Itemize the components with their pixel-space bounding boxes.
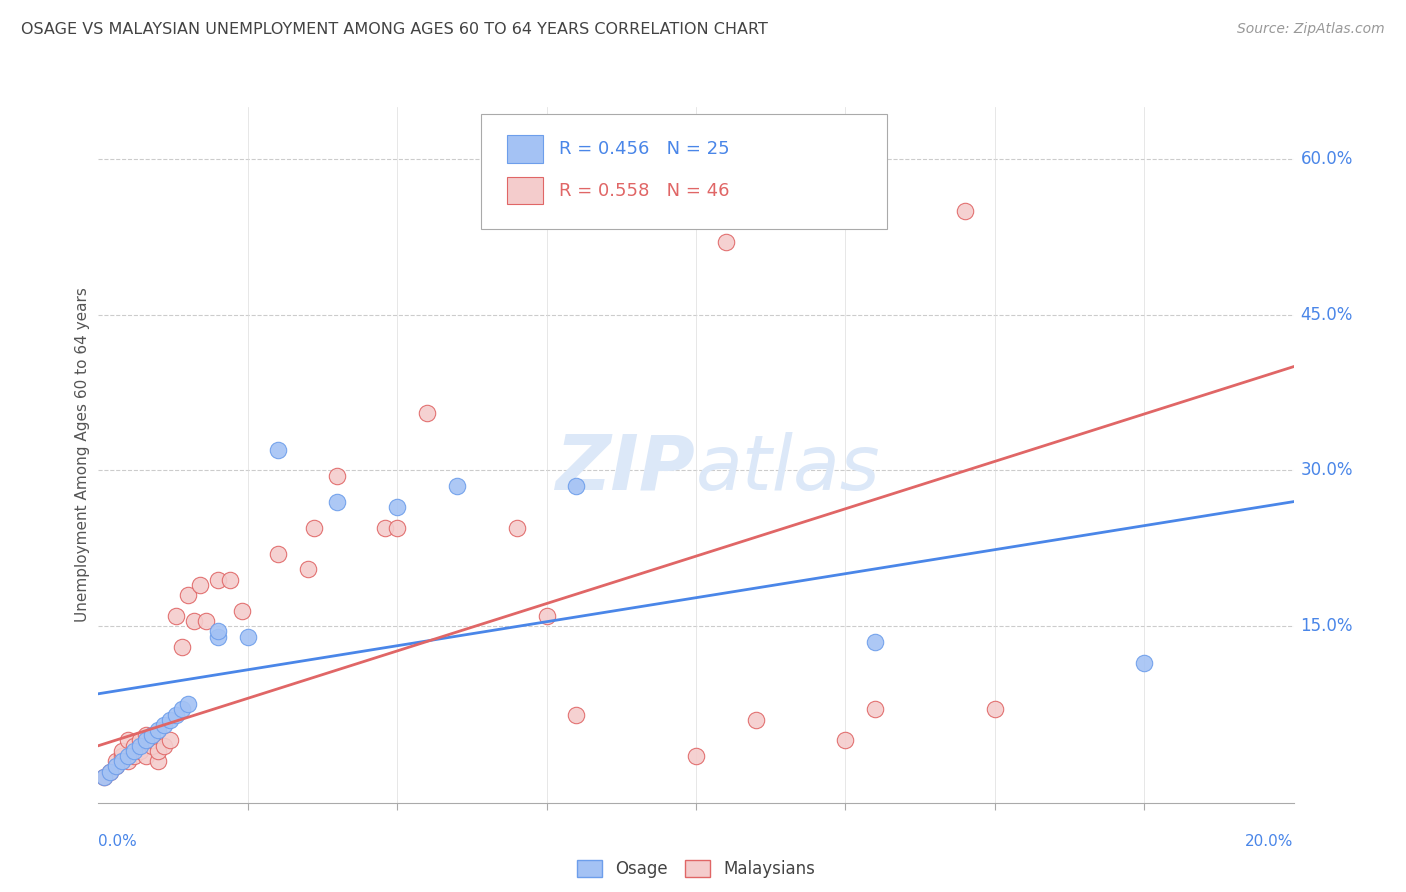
Legend: Osage, Malaysians: Osage, Malaysians xyxy=(571,854,821,885)
Point xyxy=(207,573,229,587)
Point xyxy=(207,630,229,644)
Point xyxy=(207,624,229,639)
Text: 60.0%: 60.0% xyxy=(1301,150,1353,168)
Point xyxy=(141,728,163,742)
Point xyxy=(177,697,200,711)
Point xyxy=(374,520,396,534)
Text: 20.0%: 20.0% xyxy=(1246,834,1294,849)
FancyBboxPatch shape xyxy=(481,114,887,229)
Point xyxy=(685,749,707,764)
Point xyxy=(172,702,194,716)
Point xyxy=(124,749,146,764)
Point xyxy=(983,702,1005,716)
Text: 15.0%: 15.0% xyxy=(1301,617,1353,635)
Point xyxy=(565,479,588,493)
Point xyxy=(267,547,290,561)
Point xyxy=(297,562,319,576)
Point xyxy=(446,479,468,493)
Point xyxy=(326,468,349,483)
Point xyxy=(117,733,139,747)
Point xyxy=(98,764,122,779)
Point xyxy=(165,608,187,623)
Bar xyxy=(508,135,543,162)
Text: R = 0.558   N = 46: R = 0.558 N = 46 xyxy=(558,182,730,200)
Point xyxy=(117,749,139,764)
Point xyxy=(536,608,558,623)
Point xyxy=(98,764,122,779)
Point xyxy=(714,235,737,249)
Point xyxy=(111,754,134,768)
Point xyxy=(165,707,187,722)
Text: 45.0%: 45.0% xyxy=(1301,306,1353,324)
Point xyxy=(129,733,152,747)
Text: ZIP: ZIP xyxy=(557,432,696,506)
Point xyxy=(141,733,163,747)
Point xyxy=(865,702,887,716)
Point xyxy=(745,713,768,727)
Point xyxy=(834,733,856,747)
Point xyxy=(141,739,163,753)
Text: 0.0%: 0.0% xyxy=(98,834,138,849)
Point xyxy=(148,723,170,738)
Point xyxy=(93,770,115,784)
Text: 30.0%: 30.0% xyxy=(1301,461,1353,480)
Point xyxy=(124,744,146,758)
Point xyxy=(236,630,259,644)
Point xyxy=(153,739,176,753)
Point xyxy=(129,744,152,758)
Text: atlas: atlas xyxy=(696,432,880,506)
Point xyxy=(129,739,152,753)
Point xyxy=(302,520,325,534)
Text: OSAGE VS MALAYSIAN UNEMPLOYMENT AMONG AGES 60 TO 64 YEARS CORRELATION CHART: OSAGE VS MALAYSIAN UNEMPLOYMENT AMONG AG… xyxy=(21,22,768,37)
Point xyxy=(105,759,128,773)
Point xyxy=(135,749,157,764)
Point xyxy=(565,707,588,722)
Point xyxy=(124,739,146,753)
Point xyxy=(506,520,529,534)
Text: R = 0.456   N = 25: R = 0.456 N = 25 xyxy=(558,140,730,158)
Text: Source: ZipAtlas.com: Source: ZipAtlas.com xyxy=(1237,22,1385,37)
Y-axis label: Unemployment Among Ages 60 to 64 years: Unemployment Among Ages 60 to 64 years xyxy=(75,287,90,623)
Point xyxy=(194,614,218,628)
Bar xyxy=(508,177,543,204)
Point xyxy=(416,406,439,420)
Point xyxy=(111,749,134,764)
Point xyxy=(159,733,181,747)
Point xyxy=(111,744,134,758)
Point xyxy=(148,754,170,768)
Point xyxy=(148,744,170,758)
Point xyxy=(172,640,194,654)
Point xyxy=(153,718,176,732)
Point xyxy=(865,635,887,649)
Point xyxy=(385,500,409,514)
Point xyxy=(93,770,115,784)
Point xyxy=(267,442,290,457)
Point xyxy=(188,578,211,592)
Point xyxy=(135,728,157,742)
Point xyxy=(183,614,205,628)
Point xyxy=(385,520,409,534)
Point xyxy=(953,203,976,218)
Point xyxy=(105,754,128,768)
Point xyxy=(1133,656,1156,670)
Point xyxy=(159,713,181,727)
Point xyxy=(177,588,200,602)
Point xyxy=(231,604,253,618)
Point xyxy=(219,573,242,587)
Point xyxy=(105,759,128,773)
Point xyxy=(117,754,139,768)
Point xyxy=(326,494,349,508)
Point xyxy=(135,733,157,747)
